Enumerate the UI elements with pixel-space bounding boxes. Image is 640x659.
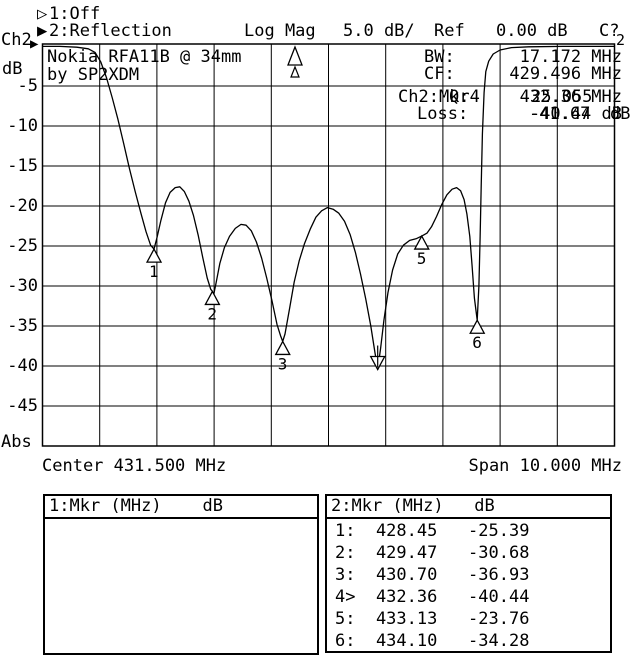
marker-number-label: 3	[278, 354, 288, 373]
ref-value: 0.00 dB	[496, 21, 568, 41]
marker-table-row: 6: 434.10 -34.28	[335, 631, 530, 651]
cf-label: CF:	[424, 64, 455, 84]
trace-start-arrow-icon: ▶	[30, 36, 39, 52]
marker-number-label: 2	[207, 304, 217, 323]
y-axis-tick-label: -40	[7, 356, 38, 376]
delta-marker-icon	[287, 45, 303, 66]
loss-value: -41.67	[529, 104, 591, 124]
marker-readout-level: -40.44 dB	[529, 104, 622, 124]
loss-unit: dB	[610, 104, 631, 124]
marker-table-row: 4> 432.36 -40.44	[335, 587, 530, 607]
marker-readout-freq: 432.36 MHz	[519, 87, 622, 107]
reflection-trace	[42, 45, 615, 371]
y-axis-tick-label: -45	[7, 396, 38, 416]
bw-label: BW:	[424, 47, 455, 67]
marker-number-label: 5	[417, 249, 427, 268]
marker-table-ch2-rows: 1: 428.45 -25.39 2: 429.47 -30.68 3: 430.7…	[335, 520, 529, 652]
marker-table-row: 2: 429.47 -30.68	[335, 543, 530, 563]
marker-number-label: 6	[472, 333, 482, 352]
marker-icon	[145, 247, 163, 263]
trace-number-label: 2	[616, 31, 626, 49]
cal-indicator: C?	[599, 21, 620, 41]
q-label: Q:	[449, 87, 470, 107]
marker-icon	[274, 340, 291, 356]
trace1-state-icon: ▷	[37, 4, 48, 24]
marker-number-label: 1	[149, 262, 159, 281]
span-label: Span 10.000 MHz	[468, 456, 622, 476]
bw-value: 17.172 MHz	[519, 47, 622, 67]
y-axis-tick-label: -15	[7, 156, 38, 176]
trace2-state-icon: ▶	[37, 21, 48, 41]
marker-table-ch1: 1:Mkr (MHz) dB	[43, 494, 319, 655]
device-author: by SP2XDM	[47, 65, 140, 85]
marker-table-ch2-header: 2:Mkr (MHz) dB	[327, 496, 610, 519]
device-title: Nokia RFA11B @ 34mm	[47, 47, 242, 67]
format-label: Log Mag	[244, 21, 316, 41]
ref-label: Ref	[434, 21, 465, 41]
marker-icon	[204, 290, 221, 306]
center-frequency-label: Center 431.500 MHz	[42, 456, 227, 476]
trace2-label: 2:Reflection	[49, 21, 172, 41]
y-axis-tick-label: -35	[7, 316, 38, 336]
channel-label: Ch2	[1, 30, 32, 50]
y-axis-tick-label: -25	[7, 236, 38, 256]
marker-table-row: 3: 430.70 -36.93	[335, 565, 530, 585]
marker-table-ch1-header: 1:Mkr (MHz) dB	[45, 496, 317, 519]
y-axis-tick-label: -5	[17, 76, 38, 96]
marker-table-ch2: 2:Mkr (MHz) dB 1: 428.45 -25.39 2: 429.47…	[325, 494, 612, 653]
marker-table-row: 5: 433.13 -23.76	[335, 609, 530, 629]
y-axis-mode: Abs	[1, 432, 32, 452]
scale-per-div: 5.0 dB/	[343, 21, 415, 41]
loss-label: Loss:	[417, 104, 469, 124]
y-axis-unit: dB	[2, 59, 23, 79]
y-axis-tick-label: -30	[7, 276, 38, 296]
delta-marker-small-icon	[290, 65, 300, 78]
marker-icon	[413, 234, 430, 250]
trace1-label: 1:Off	[49, 4, 101, 24]
y-axis-tick-label: -10	[7, 116, 38, 136]
marker-readout-label: Ch2:Mkr4	[398, 87, 480, 107]
marker-icon	[469, 318, 486, 334]
q-value: 25.055	[531, 87, 593, 107]
marker-table-row: 1: 428.45 -25.39	[335, 521, 530, 541]
cf-value: 429.496 MHz	[509, 64, 622, 84]
y-axis-tick-label: -20	[7, 196, 38, 216]
